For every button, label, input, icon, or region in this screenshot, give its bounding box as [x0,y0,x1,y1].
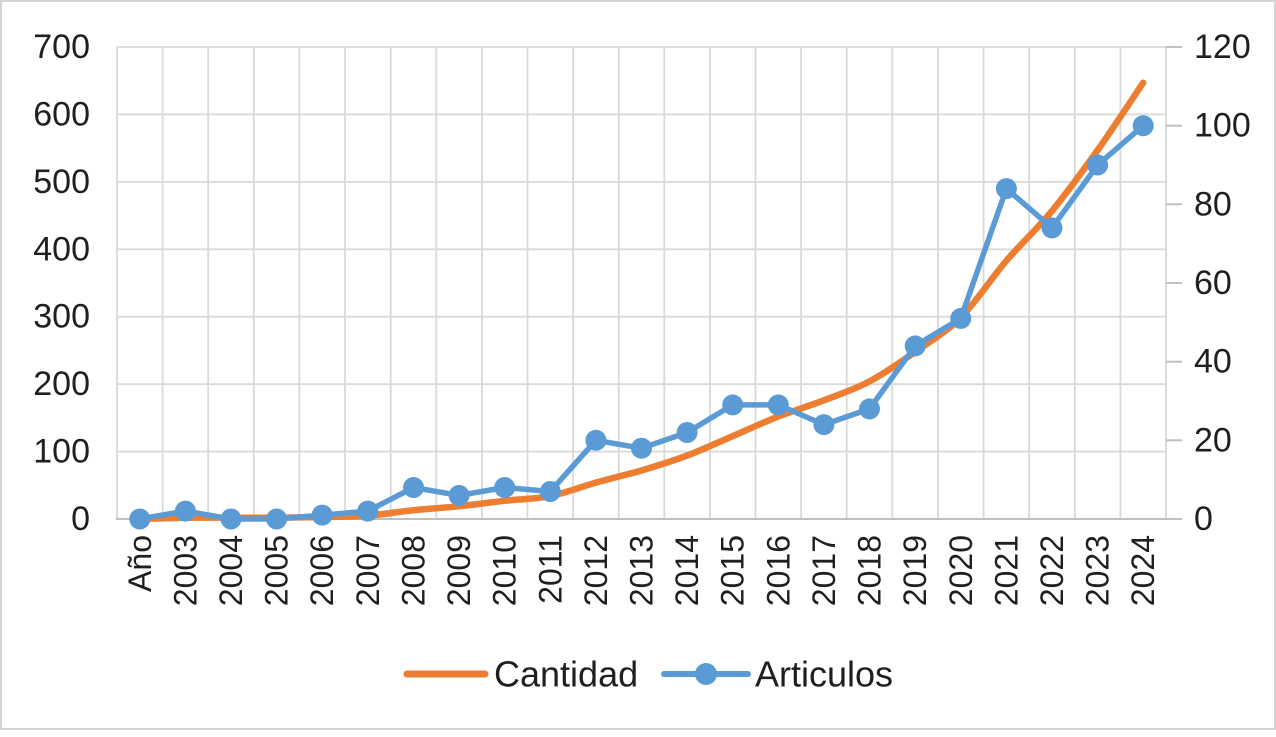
x-axis-tick-label: 2012 [578,535,614,606]
x-axis-tick-label: 2019 [897,535,933,606]
right-axis-tick-label: 40 [1194,343,1232,381]
legend-item-cantidad: Cantidad [403,654,638,695]
x-axis-tick-label: 2007 [350,535,386,606]
x-axis-tick-label: 2016 [760,535,796,606]
data-point-marker [676,422,698,443]
x-axis-tick-label: 2022 [1034,535,1070,606]
series-line-articulos [137,122,1146,522]
series-articulos [129,115,1154,530]
x-axis-tick-label: 2018 [852,535,888,606]
right-axis-ticks [1166,46,1182,520]
x-axis-tick-label: 2023 [1080,535,1116,606]
data-point-marker [767,394,789,416]
data-point-marker [585,429,607,451]
x-axis-tick-label: 2003 [167,535,203,606]
left-axis-tick-label: 0 [71,500,90,538]
legend-item-articulos: Articulos [661,654,893,695]
x-axis-tick-label: 2005 [259,535,295,606]
x-axis-tick-label: 2020 [943,535,979,606]
data-point-marker [266,508,288,530]
x-axis-tick-label: 2011 [532,535,568,604]
legend-label-articulos: Articulos [755,654,893,695]
data-point-marker [403,477,424,498]
x-axis-tick-label: 2006 [304,535,340,606]
left-axis-tick-label: 600 [33,95,90,133]
data-point-marker [494,477,516,498]
left-axis-tick-label: 700 [33,28,90,66]
right-axis-tick-label: 100 [1194,107,1251,145]
data-point-marker [631,437,652,459]
data-point-marker [1132,115,1154,137]
legend-marker-articulos [695,663,717,685]
x-axis-tick-label: 2014 [669,535,705,606]
data-point-marker [995,178,1017,200]
left-axis-tick-label: 400 [33,230,90,268]
left-axis-tick-label: 200 [33,365,90,403]
data-point-marker [311,504,333,526]
x-axis-tick-label: 2017 [806,535,842,606]
x-axis-tick-label: 2015 [715,535,751,606]
legend-label-cantidad: Cantidad [494,654,638,695]
left-axis-tick-label: 100 [33,433,90,471]
right-axis-tick-label: 120 [1194,28,1251,66]
right-axis-tick-label: 20 [1194,421,1232,459]
right-axis-tick-label: 80 [1194,185,1232,223]
data-point-marker [722,394,744,416]
data-point-marker [813,414,835,436]
data-point-marker [174,500,196,522]
x-axis-tick-label: 2009 [441,535,477,606]
x-axis-tick-label: 2013 [624,535,660,606]
data-point-marker [1041,217,1063,239]
left-axis-tick-label: 300 [33,298,90,336]
data-point-marker [448,484,470,506]
data-point-marker [904,335,926,357]
left-axis-tick-label: 500 [33,163,90,201]
x-axis-tick-label: 2021 [988,535,1024,606]
data-point-marker [129,508,151,530]
x-axis-tick-label: 2004 [213,535,249,606]
x-axis-tick-label: 2008 [396,535,432,606]
right-axis-tick-label: 0 [1194,500,1213,538]
x-axis-tick-label: 2024 [1125,535,1161,606]
data-point-marker [220,508,242,530]
data-point-marker [1087,154,1109,176]
x-axis-tick-label: Año [122,535,158,592]
data-point-marker [357,500,379,522]
data-point-marker [539,481,561,502]
right-axis-tick-label: 60 [1194,264,1232,302]
data-point-marker [859,398,880,420]
data-point-marker [950,307,972,329]
legend: Cantidad Articulos [403,654,893,695]
x-axis-tick-label: 2010 [487,535,523,606]
